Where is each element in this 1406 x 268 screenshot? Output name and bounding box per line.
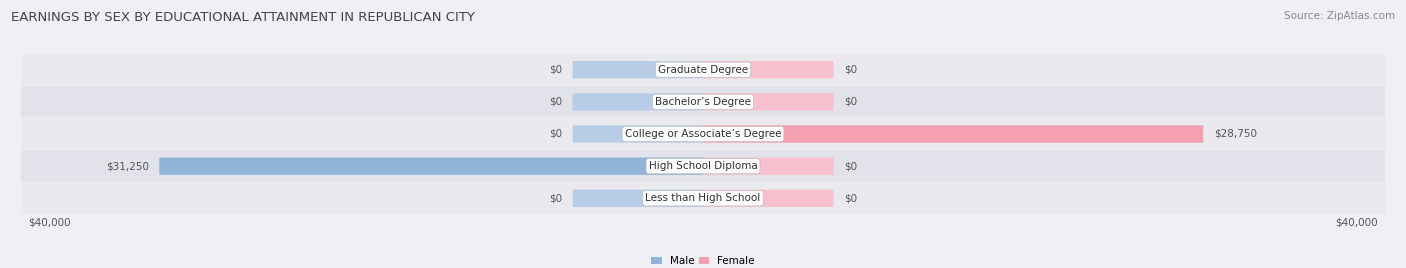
Text: $0: $0 bbox=[844, 161, 858, 171]
Text: $40,000: $40,000 bbox=[1336, 218, 1378, 228]
Text: Bachelor’s Degree: Bachelor’s Degree bbox=[655, 97, 751, 107]
Text: College or Associate’s Degree: College or Associate’s Degree bbox=[624, 129, 782, 139]
FancyBboxPatch shape bbox=[21, 54, 1385, 85]
FancyBboxPatch shape bbox=[703, 93, 834, 110]
FancyBboxPatch shape bbox=[21, 150, 1385, 182]
Legend: Male, Female: Male, Female bbox=[647, 252, 759, 268]
FancyBboxPatch shape bbox=[703, 125, 1204, 143]
Text: $40,000: $40,000 bbox=[28, 218, 70, 228]
FancyBboxPatch shape bbox=[21, 118, 1385, 150]
FancyBboxPatch shape bbox=[572, 125, 703, 143]
Text: Source: ZipAtlas.com: Source: ZipAtlas.com bbox=[1284, 11, 1395, 21]
Text: Graduate Degree: Graduate Degree bbox=[658, 65, 748, 75]
Text: $0: $0 bbox=[844, 65, 858, 75]
Text: Less than High School: Less than High School bbox=[645, 193, 761, 203]
Text: $0: $0 bbox=[548, 193, 562, 203]
Text: $31,250: $31,250 bbox=[105, 161, 149, 171]
Text: $0: $0 bbox=[548, 129, 562, 139]
FancyBboxPatch shape bbox=[572, 93, 703, 110]
FancyBboxPatch shape bbox=[159, 158, 703, 175]
FancyBboxPatch shape bbox=[572, 190, 703, 207]
Text: $0: $0 bbox=[548, 97, 562, 107]
Text: $0: $0 bbox=[548, 65, 562, 75]
Text: $0: $0 bbox=[844, 97, 858, 107]
Text: $0: $0 bbox=[844, 193, 858, 203]
Text: EARNINGS BY SEX BY EDUCATIONAL ATTAINMENT IN REPUBLICAN CITY: EARNINGS BY SEX BY EDUCATIONAL ATTAINMEN… bbox=[11, 11, 475, 24]
Text: High School Diploma: High School Diploma bbox=[648, 161, 758, 171]
FancyBboxPatch shape bbox=[703, 190, 834, 207]
FancyBboxPatch shape bbox=[703, 158, 834, 175]
FancyBboxPatch shape bbox=[572, 61, 703, 78]
FancyBboxPatch shape bbox=[21, 183, 1385, 214]
Text: $28,750: $28,750 bbox=[1213, 129, 1257, 139]
FancyBboxPatch shape bbox=[703, 61, 834, 78]
FancyBboxPatch shape bbox=[21, 86, 1385, 118]
